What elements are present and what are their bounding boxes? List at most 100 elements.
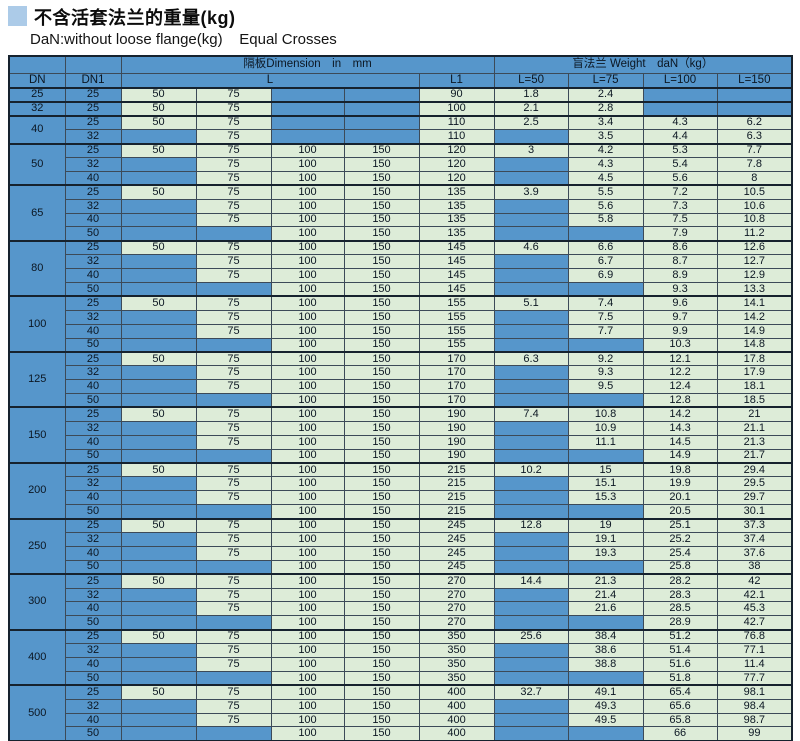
weight-cell: 42 <box>716 573 793 589</box>
l1-cell: 155 <box>418 309 495 325</box>
l1-cell: 350 <box>418 628 495 645</box>
l-dim-cell: 100 <box>270 337 345 353</box>
l-dim-cell: 100 <box>270 393 345 408</box>
l-dim-empty-cell <box>120 726 197 741</box>
l-dim-cell: 150 <box>343 350 420 367</box>
weight-empty-cell <box>493 670 569 686</box>
weight-empty-cell <box>493 434 569 450</box>
l-dim-cell: 100 <box>270 532 345 547</box>
table-row: 32 75 100 150 350 38.6 51.4 77.1 <box>9 643 793 659</box>
header-l150: L=150 <box>716 72 793 89</box>
weight-cell: 19.1 <box>567 532 644 547</box>
weight-empty-cell <box>493 268 569 283</box>
header-dimension-group: 隔板Dimension in mm <box>120 55 495 74</box>
dn1-cell: 40 <box>64 170 122 186</box>
weight-cell: 25.4 <box>642 545 718 561</box>
weight-cell: 99 <box>716 726 793 741</box>
dn-cell: 125 <box>8 350 66 408</box>
table-row: 300 25 50 75 100 150 270 14.4 21.3 28.2 42 <box>8 573 793 631</box>
dn1-cell: 25 <box>64 684 122 700</box>
weight-cell: 12.8 <box>642 393 718 408</box>
weight-cell: 5.6 <box>567 198 644 214</box>
l1-cell: 155 <box>418 337 495 353</box>
weight-empty-cell <box>567 615 644 631</box>
dn1-cell: 25 <box>64 462 122 478</box>
table-row: 32 75 100 150 170 9.3 12.2 17.9 <box>9 365 793 381</box>
weight-cell: 65.8 <box>642 712 718 728</box>
weight-cell: 21 <box>716 406 793 422</box>
weight-cell: 18.5 <box>716 393 793 408</box>
weight-cell: 38.6 <box>567 643 644 659</box>
l-dim-cell: 150 <box>343 156 420 172</box>
l-dim-cell: 150 <box>343 462 420 478</box>
l-dim-empty-cell <box>120 156 197 172</box>
l-dim-empty-cell <box>195 393 272 408</box>
weight-cell: 3 <box>493 142 569 158</box>
dn1-cell: 25 <box>64 517 122 533</box>
l-dim-cell: 150 <box>343 323 420 339</box>
l-dim-cell: 75 <box>195 100 272 117</box>
l-dim-cell: 50 <box>120 184 197 200</box>
l1-cell: 170 <box>418 393 495 408</box>
l-dim-cell: 75 <box>195 573 272 589</box>
l-dim-cell: 150 <box>343 254 420 270</box>
l-dim-empty-cell <box>270 100 345 117</box>
weight-cell: 5.6 <box>642 170 718 186</box>
l-dim-cell: 75 <box>195 184 272 200</box>
l1-cell: 270 <box>418 587 495 603</box>
l-dim-cell: 150 <box>343 226 420 242</box>
l-dim-empty-cell <box>120 420 197 436</box>
l1-cell: 110 <box>418 129 495 145</box>
l-dim-cell: 150 <box>343 184 420 200</box>
l1-cell: 215 <box>418 504 495 520</box>
weight-cell: 4.6 <box>493 239 569 256</box>
l-dim-empty-cell <box>120 615 197 631</box>
l1-cell: 270 <box>418 573 495 589</box>
table-row: 32 75 100 150 120 4.3 5.4 7.8 <box>9 156 793 172</box>
weight-cell: 25.2 <box>642 532 718 547</box>
dn-cell: 25 <box>8 87 66 103</box>
weight-cell: 7.7 <box>716 142 793 158</box>
dn1-cell: 50 <box>64 504 122 520</box>
weight-cell: 42.7 <box>716 615 793 631</box>
weight-cell: 28.9 <box>642 615 718 631</box>
l-dim-cell: 150 <box>343 712 420 728</box>
l-dim-empty-cell <box>120 434 197 450</box>
dn1-cell: 32 <box>64 698 122 714</box>
weight-cell: 51.4 <box>642 643 718 659</box>
l1-cell: 145 <box>418 254 495 270</box>
dn1-cell: 32 <box>64 129 122 145</box>
weight-cell: 1.8 <box>493 87 569 103</box>
weight-cell: 30.1 <box>716 504 793 520</box>
dn1-cell: 50 <box>64 337 122 353</box>
weight-cell: 29.7 <box>716 490 793 506</box>
l-dim-empty-cell <box>120 212 197 228</box>
weight-cell: 5.1 <box>493 295 569 311</box>
weight-empty-cell <box>493 393 569 408</box>
l-dim-cell: 75 <box>195 295 272 311</box>
dn1-cell: 25 <box>64 184 122 200</box>
dn1-cell: 40 <box>64 379 122 395</box>
weight-cell: 5.3 <box>642 142 718 158</box>
weight-cell: 98.7 <box>716 712 793 728</box>
header-blank-dn <box>8 55 66 74</box>
l-dim-empty-cell <box>120 268 197 283</box>
dn1-cell: 25 <box>64 87 122 103</box>
weight-empty-cell <box>567 393 644 408</box>
weight-cell: 21.6 <box>567 601 644 617</box>
l-dim-cell: 150 <box>343 420 420 436</box>
table-row: 150 25 50 75 100 150 190 7.4 10.8 14.2 21 <box>8 406 793 464</box>
equal-crosses-weight-table: 隔板Dimension in mm 盲法兰 Weight daN（kg） DN … <box>8 55 794 741</box>
l1-cell: 120 <box>418 170 495 186</box>
l-dim-empty-cell <box>120 712 197 728</box>
weight-cell: 25.8 <box>642 559 718 575</box>
weight-cell: 49.1 <box>567 684 644 700</box>
table-row: 32 75 110 3.5 4.4 6.3 <box>9 129 793 145</box>
weight-cell: 9.6 <box>642 295 718 311</box>
dn1-cell: 32 <box>64 309 122 325</box>
l-dim-empty-cell <box>120 393 197 408</box>
dn1-cell: 32 <box>64 643 122 659</box>
l-dim-cell: 150 <box>343 490 420 506</box>
weight-empty-cell <box>493 420 569 436</box>
dn1-cell: 25 <box>64 142 122 158</box>
